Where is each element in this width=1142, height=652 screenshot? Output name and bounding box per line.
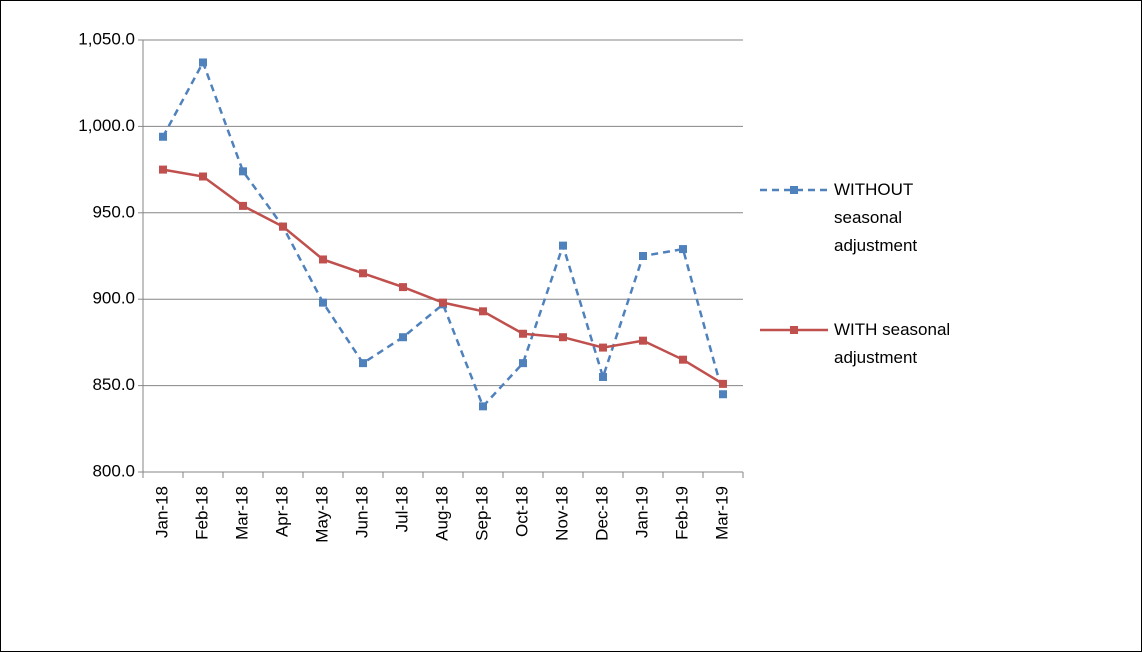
marker [359,269,367,278]
y-tick-label: 950.0 [92,202,135,221]
marker [639,252,647,260]
y-tick-label: 900.0 [92,289,135,308]
marker [639,336,647,345]
x-tick-label: Oct-18 [512,486,531,537]
x-tick-label: Aug-18 [432,486,451,541]
x-tick-label: Jul-18 [392,486,411,532]
marker [719,390,727,399]
legend-label: WITHOUT seasonal adjustment [834,180,918,255]
marker [719,379,727,388]
marker [479,402,487,411]
x-tick-label: Jan-18 [152,486,171,538]
x-tick-label: Jan-19 [632,486,651,538]
marker [279,222,287,231]
x-tick-label: Sep-18 [472,486,491,541]
marker [159,165,167,174]
marker [399,283,407,292]
marker [599,343,607,352]
marker [519,329,527,338]
marker [399,333,407,342]
x-tick-label: May-18 [312,486,331,543]
x-tick-label: Dec-18 [592,486,611,541]
x-tick-label: Apr-18 [272,486,291,537]
y-tick-label: 850.0 [92,375,135,394]
marker [599,372,607,381]
legend-marker [790,326,798,334]
marker [559,241,567,250]
marker [679,245,687,254]
marker [159,132,167,141]
x-tick-label: Jun-18 [352,486,371,538]
marker [239,167,247,176]
marker [559,333,567,342]
x-tick-label: Mar-18 [232,486,251,540]
y-tick-label: 1,000.0 [78,116,135,135]
marker [239,201,247,210]
marker [199,172,207,181]
marker [319,298,327,307]
marker [359,359,367,368]
x-tick-label: Feb-19 [672,486,691,540]
x-tick-label: Nov-18 [552,486,571,541]
marker [679,355,687,364]
marker [319,255,327,264]
marker [519,359,527,368]
legend-marker [790,186,798,194]
y-tick-label: 800.0 [92,461,135,480]
x-tick-label: Mar-19 [712,486,731,540]
marker [199,58,207,67]
y-tick-label: 1,050.0 [78,29,135,48]
marker [479,307,487,316]
marker [439,298,447,307]
x-tick-label: Feb-18 [192,486,211,540]
legend-label: WITH seasonal adjustment [834,320,951,367]
